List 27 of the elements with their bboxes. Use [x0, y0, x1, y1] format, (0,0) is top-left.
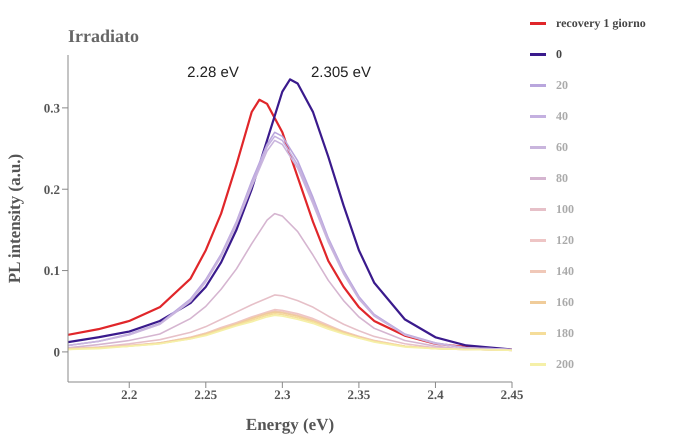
legend-label: 180	[556, 326, 574, 341]
x-tick-label: 2.2	[121, 387, 138, 402]
annotation: 2.305 eV	[310, 64, 372, 81]
legend-label: 0	[556, 47, 562, 62]
legend-label: 140	[556, 264, 574, 279]
legend-label: 80	[556, 171, 568, 186]
x-tick-label: 2.35	[348, 387, 371, 402]
annotation: 2.28 eV	[186, 64, 240, 81]
legend-label: 120	[556, 233, 574, 248]
legend-label: recovery 1 giorno	[556, 16, 646, 31]
x-tick-label: 2.25	[194, 387, 218, 402]
y-tick-label: 0.3	[44, 100, 60, 116]
y-tick-label: 0.2	[44, 182, 60, 197]
legend-label: 100	[556, 202, 574, 217]
legend-label: 60	[556, 140, 568, 155]
x-axis-title: Energy (eV)	[246, 415, 334, 434]
chart-title: Irradiato	[68, 26, 139, 47]
x-tick-label: 2.3	[274, 387, 291, 402]
y-tick-label: 0.1	[44, 263, 60, 278]
y-tick-label: 0	[54, 344, 60, 360]
legend-label: 160	[556, 295, 574, 310]
legend-label: 20	[556, 78, 568, 93]
legend-label: 200	[556, 357, 574, 372]
x-tick-label: 2.45	[500, 387, 524, 402]
x-tick-label: 2.4	[427, 387, 444, 402]
legend-label: 40	[556, 109, 568, 124]
y-axis-title: PL intensity (a.u.)	[5, 154, 24, 284]
